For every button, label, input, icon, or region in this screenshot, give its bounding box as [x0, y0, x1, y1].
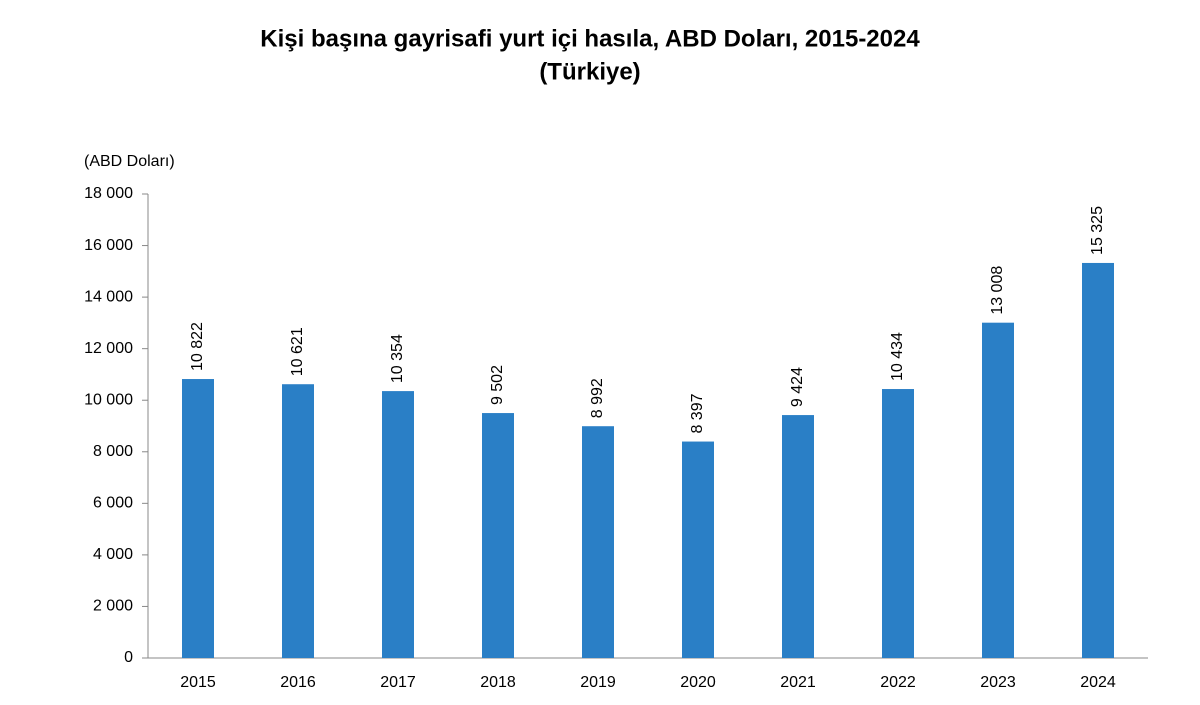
chart-title: Kişi başına gayrisafi yurt içi hasıla, A…: [260, 25, 920, 52]
y-tick-label: 0: [124, 649, 133, 666]
bar: [382, 391, 414, 658]
y-tick-label: 16 000: [84, 237, 133, 254]
value-label: 8 397: [689, 393, 706, 433]
x-tick-label: 2017: [380, 674, 416, 691]
chart-subtitle: (Türkiye): [539, 58, 640, 85]
x-tick-label: 2015: [180, 674, 216, 691]
value-label: 10 354: [389, 334, 406, 383]
x-tick-label: 2019: [580, 674, 616, 691]
value-label: 15 325: [1089, 206, 1106, 255]
bar: [782, 415, 814, 658]
x-tick-label: 2021: [780, 674, 816, 691]
y-tick-label: 18 000: [84, 185, 133, 202]
x-tick-label: 2018: [480, 674, 516, 691]
y-axis-label: (ABD Doları): [84, 153, 175, 170]
y-tick-label: 8 000: [93, 443, 133, 460]
value-label: 9 424: [789, 367, 806, 407]
value-label: 10 621: [289, 327, 306, 376]
value-label: 13 008: [989, 266, 1006, 315]
value-label: 9 502: [489, 365, 506, 405]
y-tick-label: 12 000: [84, 340, 133, 357]
x-tick-label: 2023: [980, 674, 1016, 691]
bar: [282, 384, 314, 658]
y-tick-label: 6 000: [93, 495, 133, 512]
x-tick-label: 2020: [680, 674, 716, 691]
x-tick-label: 2016: [280, 674, 316, 691]
y-tick-label: 2 000: [93, 598, 133, 615]
value-label: 10 434: [889, 332, 906, 381]
bar: [982, 322, 1014, 658]
x-tick-label: 2024: [1080, 674, 1116, 691]
x-tick-label: 2022: [880, 674, 916, 691]
bar: [582, 426, 614, 658]
y-tick-label: 10 000: [84, 391, 133, 408]
bar: [182, 379, 214, 658]
value-label: 10 822: [189, 322, 206, 371]
bar: [1082, 262, 1114, 658]
value-label: 8 992: [589, 378, 606, 418]
y-tick-label: 14 000: [84, 288, 133, 305]
bar: [882, 389, 914, 658]
bar: [482, 413, 514, 658]
y-tick-label: 4 000: [93, 546, 133, 563]
bar: [682, 441, 714, 658]
